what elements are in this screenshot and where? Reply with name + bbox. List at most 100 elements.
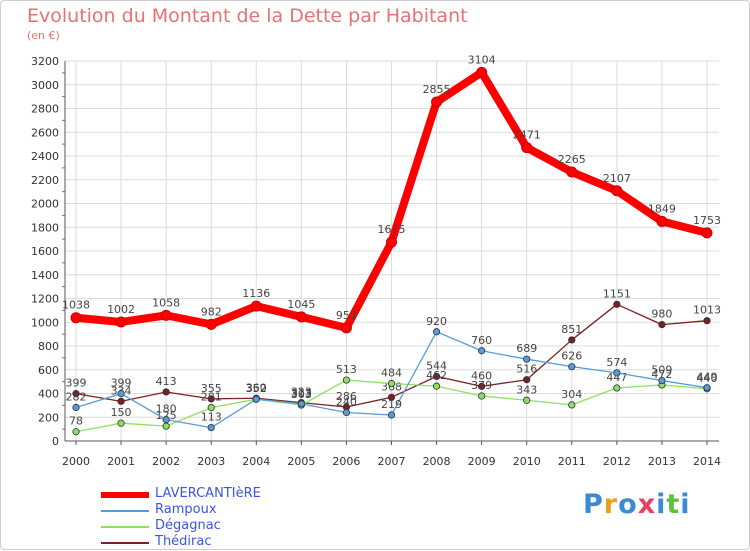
data-label-degagnac: 281 [201, 391, 222, 404]
data-label-lavercantiere: 1675 [378, 223, 406, 236]
data-point-degagnac [432, 382, 441, 390]
data-point-rampoux [117, 390, 125, 398]
data-point-rampoux [568, 363, 576, 371]
x-tick-label: 2003 [197, 455, 225, 468]
data-point-lavercantiere [701, 227, 713, 239]
x-tick-label: 2012 [603, 455, 631, 468]
legend-item-lavercantiere: LAVERCANTIèRE [101, 486, 361, 503]
data-label-thedirac: 544 [426, 359, 447, 372]
y-tick-label: 2000 [31, 198, 59, 211]
y-tick-label: 2400 [31, 150, 59, 163]
data-label-degagnac: 379 [471, 379, 492, 392]
data-label-rampoux: 180 [156, 403, 177, 416]
y-tick-label: 1000 [31, 316, 59, 329]
data-label-thedirac: 980 [651, 308, 672, 321]
data-point-thedirac [658, 321, 666, 329]
legend-item-rampoux: Rampoux [101, 502, 361, 519]
data-label-rampoux: 689 [516, 342, 537, 355]
data-point-thedirac [703, 317, 711, 325]
data-point-lavercantiere [431, 96, 443, 108]
data-point-thedirac [432, 372, 441, 380]
data-point-degagnac [117, 419, 125, 427]
chart-title: Evolution du Montant de la Dette par Hab… [27, 5, 468, 27]
data-label-thedirac: 851 [561, 323, 582, 336]
data-label-degagnac: 513 [336, 363, 357, 376]
data-point-degagnac [162, 422, 170, 430]
data-point-lavercantiere [250, 300, 262, 312]
data-label-rampoux: 920 [426, 315, 447, 328]
data-point-thedirac [72, 390, 80, 398]
y-tick-label: 800 [38, 340, 59, 353]
data-label-lavercantiere: 3104 [468, 53, 496, 66]
data-point-thedirac [117, 397, 125, 405]
data-label-lavercantiere: 1058 [152, 296, 180, 309]
legend-swatch-lavercantiere [101, 492, 149, 498]
x-tick-label: 2006 [332, 455, 360, 468]
y-tick-label: 200 [38, 411, 59, 424]
data-label-rampoux: 574 [606, 356, 627, 369]
x-tick-label: 2010 [513, 455, 541, 468]
data-point-rampoux [432, 328, 441, 336]
data-point-lavercantiere [160, 309, 172, 321]
data-label-lavercantiere: 1038 [62, 299, 90, 312]
data-point-rampoux [297, 400, 305, 408]
data-point-thedirac [523, 376, 531, 384]
legend-swatch-thedirac [101, 542, 149, 544]
data-label-rampoux: 113 [201, 411, 222, 424]
data-point-rampoux [613, 369, 621, 377]
proxiti-logo: Proxiti [583, 489, 691, 520]
data-label-lavercantiere: 1136 [242, 287, 270, 300]
data-label-lavercantiere: 2471 [513, 129, 541, 142]
data-point-rampoux [72, 403, 80, 412]
data-label-thedirac: 286 [336, 390, 357, 403]
y-tick-label: 1400 [31, 269, 59, 282]
data-point-degagnac [342, 376, 351, 384]
data-point-rampoux [387, 411, 396, 419]
data-point-lavercantiere [115, 316, 127, 328]
data-label-degagnac: 125 [156, 409, 177, 422]
x-tick-label: 2004 [242, 455, 270, 468]
data-label-thedirac: 516 [516, 363, 537, 376]
data-label-lavercantiere: 1849 [648, 202, 676, 215]
data-point-rampoux [207, 423, 215, 432]
data-point-thedirac [162, 388, 170, 396]
legend-item-degagnac: Dégagnac [101, 518, 361, 535]
data-point-degagnac [72, 428, 80, 436]
data-point-rampoux [523, 355, 531, 363]
data-point-degagnac [568, 401, 576, 409]
data-point-lavercantiere [340, 322, 352, 334]
x-tick-label: 2002 [152, 455, 180, 468]
x-tick-label: 2000 [62, 455, 90, 468]
y-tick-label: 3000 [31, 79, 59, 92]
x-tick-label: 2001 [107, 455, 135, 468]
data-label-thedirac: 1013 [693, 304, 721, 317]
data-label-degagnac: 352 [246, 382, 267, 395]
data-label-degagnac: 343 [516, 383, 537, 396]
data-label-degagnac: 472 [651, 368, 672, 381]
x-tick-label: 2011 [558, 455, 586, 468]
data-label-rampoux: 219 [381, 398, 402, 411]
data-label-thedirac: 399 [66, 377, 87, 390]
legend-item-thedirac: Thédirac [101, 534, 361, 551]
data-label-rampoux: 509 [651, 364, 672, 377]
chart-subtitle: (en €) [27, 29, 60, 42]
data-label-thedirac: 460 [471, 369, 492, 382]
legend-label-lavercantiere: LAVERCANTIèRE [155, 486, 261, 501]
data-label-lavercantiere: 953 [336, 309, 357, 322]
y-tick-label: 0 [52, 435, 59, 448]
data-label-lavercantiere: 1002 [107, 303, 135, 316]
data-point-thedirac [478, 382, 486, 390]
data-label-degagnac: 150 [111, 406, 132, 419]
data-label-rampoux: 760 [471, 334, 492, 347]
data-label-thedirac: 1151 [603, 287, 631, 300]
x-tick-label: 2009 [468, 455, 496, 468]
data-label-rampoux: 449 [697, 371, 718, 384]
data-point-degagnac [613, 384, 621, 392]
data-point-rampoux [252, 395, 260, 403]
data-point-degagnac [523, 396, 531, 404]
x-tick-label: 2014 [693, 455, 721, 468]
data-point-rampoux [342, 408, 351, 417]
y-tick-label: 1200 [31, 293, 59, 306]
data-point-rampoux [162, 416, 170, 424]
